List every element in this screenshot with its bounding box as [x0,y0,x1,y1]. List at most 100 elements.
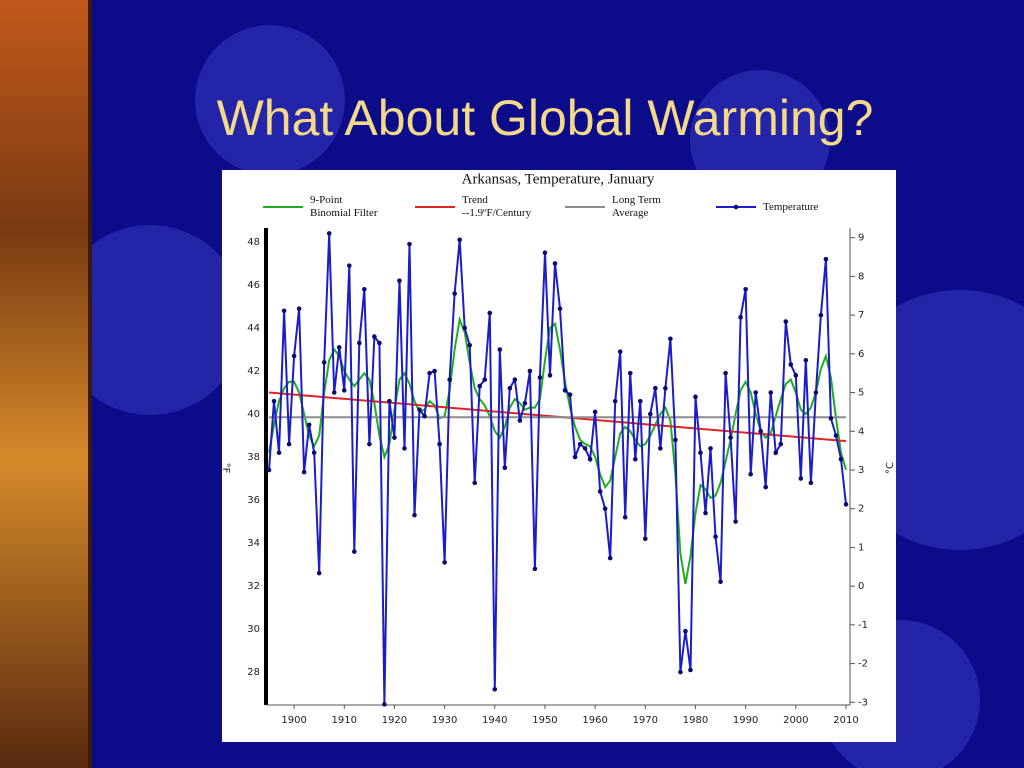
y2-tick-label: 7 [858,310,864,321]
data-point [597,489,603,494]
data-point [708,446,713,451]
x-tick-label: 2010 [833,715,858,726]
y2-tick-label: 2 [858,504,864,515]
data-point [437,441,442,447]
legend-label: 9-Point Binomial Filter [310,194,378,219]
y2-tick-label: 1 [858,542,864,553]
data-point [632,456,638,462]
data-point [402,446,407,451]
data-point [341,388,347,393]
data-point [487,310,493,316]
y2-axis-label: °C [885,462,896,474]
data-point [532,566,538,572]
data-point [527,368,533,374]
data-point [773,450,779,456]
x-tick-label: 1930 [432,715,457,726]
data-point [738,314,743,320]
data-point [612,398,618,404]
data-point [372,334,377,339]
data-point [502,465,508,471]
data-point [352,549,357,554]
legend-label: Long Term Average [612,194,661,219]
data-point [422,413,427,419]
slide-title: What About Global Warming? [217,90,874,146]
legend-item: 9-Point Binomial Filter [310,194,378,219]
data-point [823,256,829,262]
data-point [492,687,498,692]
y2-tick-label: 6 [858,349,864,360]
data-point [497,347,503,352]
x-tick-label: 1900 [281,715,306,726]
data-point [833,433,839,438]
data-point [678,669,683,675]
data-point [507,385,513,391]
data-point [838,456,844,462]
data-point [462,325,467,331]
series-line [268,315,847,585]
data-point [407,241,412,247]
data-point [477,383,483,389]
data-point [828,416,834,421]
data-point [296,306,302,311]
data-point [311,450,317,456]
data-point [627,370,633,376]
y-tick-label: 48 [247,237,260,248]
data-point [778,441,784,447]
data-point [362,286,367,292]
data-point [457,237,462,243]
data-point [266,467,272,473]
data-point [768,390,774,395]
data-point [808,480,814,486]
data-point [698,450,703,456]
x-tick-label: 1960 [582,715,607,726]
data-point [276,450,282,456]
y-axis-label: °F [220,463,231,474]
data-point [562,388,568,393]
data-point [693,394,698,400]
y2-tick-label: 9 [858,233,864,244]
data-point [673,437,678,443]
data-point [392,435,397,440]
x-tick-label: 1970 [633,715,658,726]
x-tick-label: 1940 [482,715,507,726]
y2-tick-label: -2 [858,659,868,670]
data-point [482,377,488,382]
legend-label: Trend --1.9ºF/Century [462,194,532,219]
data-point [572,454,578,460]
data-point [442,560,447,565]
y-tick-label: 28 [247,667,260,678]
x-tick-label: 1980 [683,715,708,726]
data-point [567,392,573,397]
data-point [542,250,548,256]
data-point [377,340,382,346]
data-point [412,512,417,518]
data-point [547,373,553,378]
data-point [688,667,693,673]
data-point [387,398,392,404]
chart-panel [222,170,896,742]
data-point [668,336,673,342]
data-point [723,370,728,376]
y-tick-label: 38 [247,452,260,463]
data-point [331,390,337,395]
data-point [286,441,292,447]
data-point [803,357,809,363]
data-point [642,536,648,542]
data-point [743,286,748,292]
data-point [718,579,723,585]
y-tick-label: 32 [247,581,260,592]
data-point [592,409,598,415]
chart-title: Arkansas, Temperature, January [462,171,655,187]
y2-tick-label: 3 [858,465,864,476]
data-point [427,370,432,376]
data-point [452,291,457,296]
data-point [617,349,623,354]
data-point [582,446,588,451]
y2-tick-label: -3 [858,697,868,708]
y-tick-label: 44 [247,323,260,334]
data-point [763,484,769,490]
data-point [637,398,643,404]
y2-tick-label: 4 [858,426,864,437]
data-point [382,702,387,707]
legend-item: Long Term Average [612,194,661,219]
